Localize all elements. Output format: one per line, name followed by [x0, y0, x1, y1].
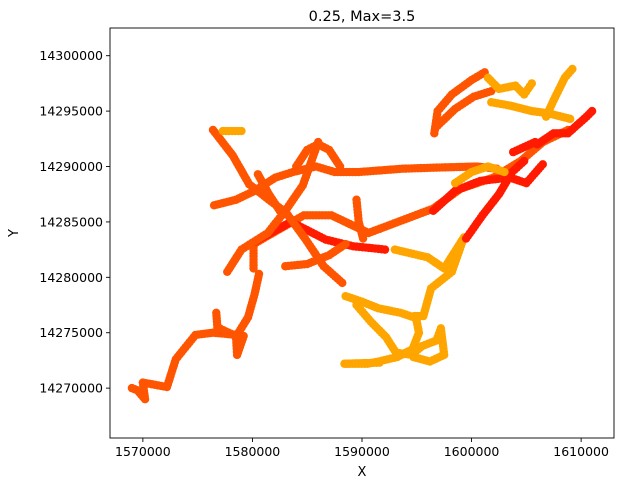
data-point [275, 206, 285, 216]
data-point [335, 162, 345, 171]
data-point [538, 160, 547, 169]
x-tick-label: 1570000 [115, 444, 171, 459]
y-tick-label: 14270000 [39, 381, 103, 396]
data-point [375, 358, 384, 367]
data-point [411, 311, 420, 321]
data-point [530, 137, 540, 147]
data-point [527, 79, 537, 88]
x-tick-label: 1580000 [225, 444, 281, 459]
data-point [358, 234, 368, 243]
data-point [338, 278, 347, 288]
point-layer [127, 64, 597, 404]
data-point [409, 352, 418, 362]
data-point [519, 156, 529, 166]
y-tick-label: 14290000 [39, 159, 103, 174]
x-axis-label: X [358, 465, 367, 480]
x-axis: 1570000 1580000 1590000 1600000 1610000 [115, 438, 609, 459]
data-point [239, 331, 248, 341]
y-tick-label: 14285000 [39, 214, 103, 229]
data-point [568, 64, 577, 74]
y-tick-label: 14300000 [39, 48, 103, 63]
x-tick-label: 1610000 [553, 444, 609, 459]
y-tick-label: 14295000 [39, 104, 103, 119]
x-tick-label: 1590000 [334, 444, 390, 459]
data-point [587, 106, 597, 116]
chart-title: 0.25, Max=3.5 [309, 9, 416, 25]
data-point [237, 126, 246, 136]
x-tick-label: 1600000 [444, 444, 500, 459]
data-point [254, 269, 264, 279]
y-tick-label: 14275000 [39, 325, 103, 340]
data-point [565, 114, 575, 124]
data-point [500, 167, 509, 177]
y-axis: 14270000 14275000 14280000 14285000 14290000… [39, 48, 110, 396]
data-point [341, 239, 350, 249]
y-axis-label: Y [7, 229, 22, 238]
y-tick-label: 14280000 [39, 270, 103, 285]
data-point [380, 245, 390, 254]
